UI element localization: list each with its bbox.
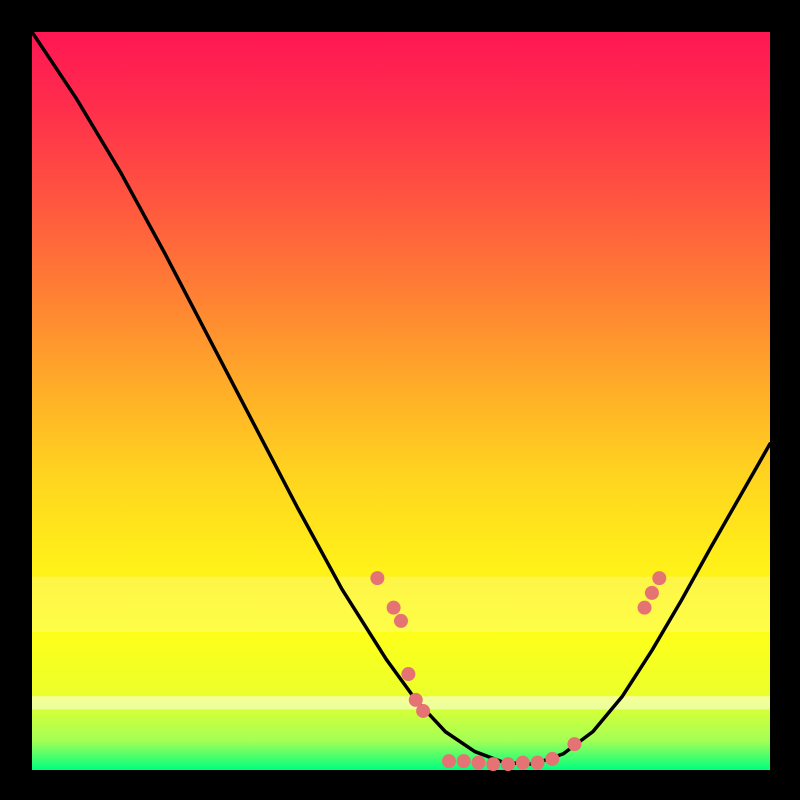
chart-svg bbox=[0, 0, 800, 800]
chart-container: TheBottleneck.com bbox=[0, 0, 800, 800]
